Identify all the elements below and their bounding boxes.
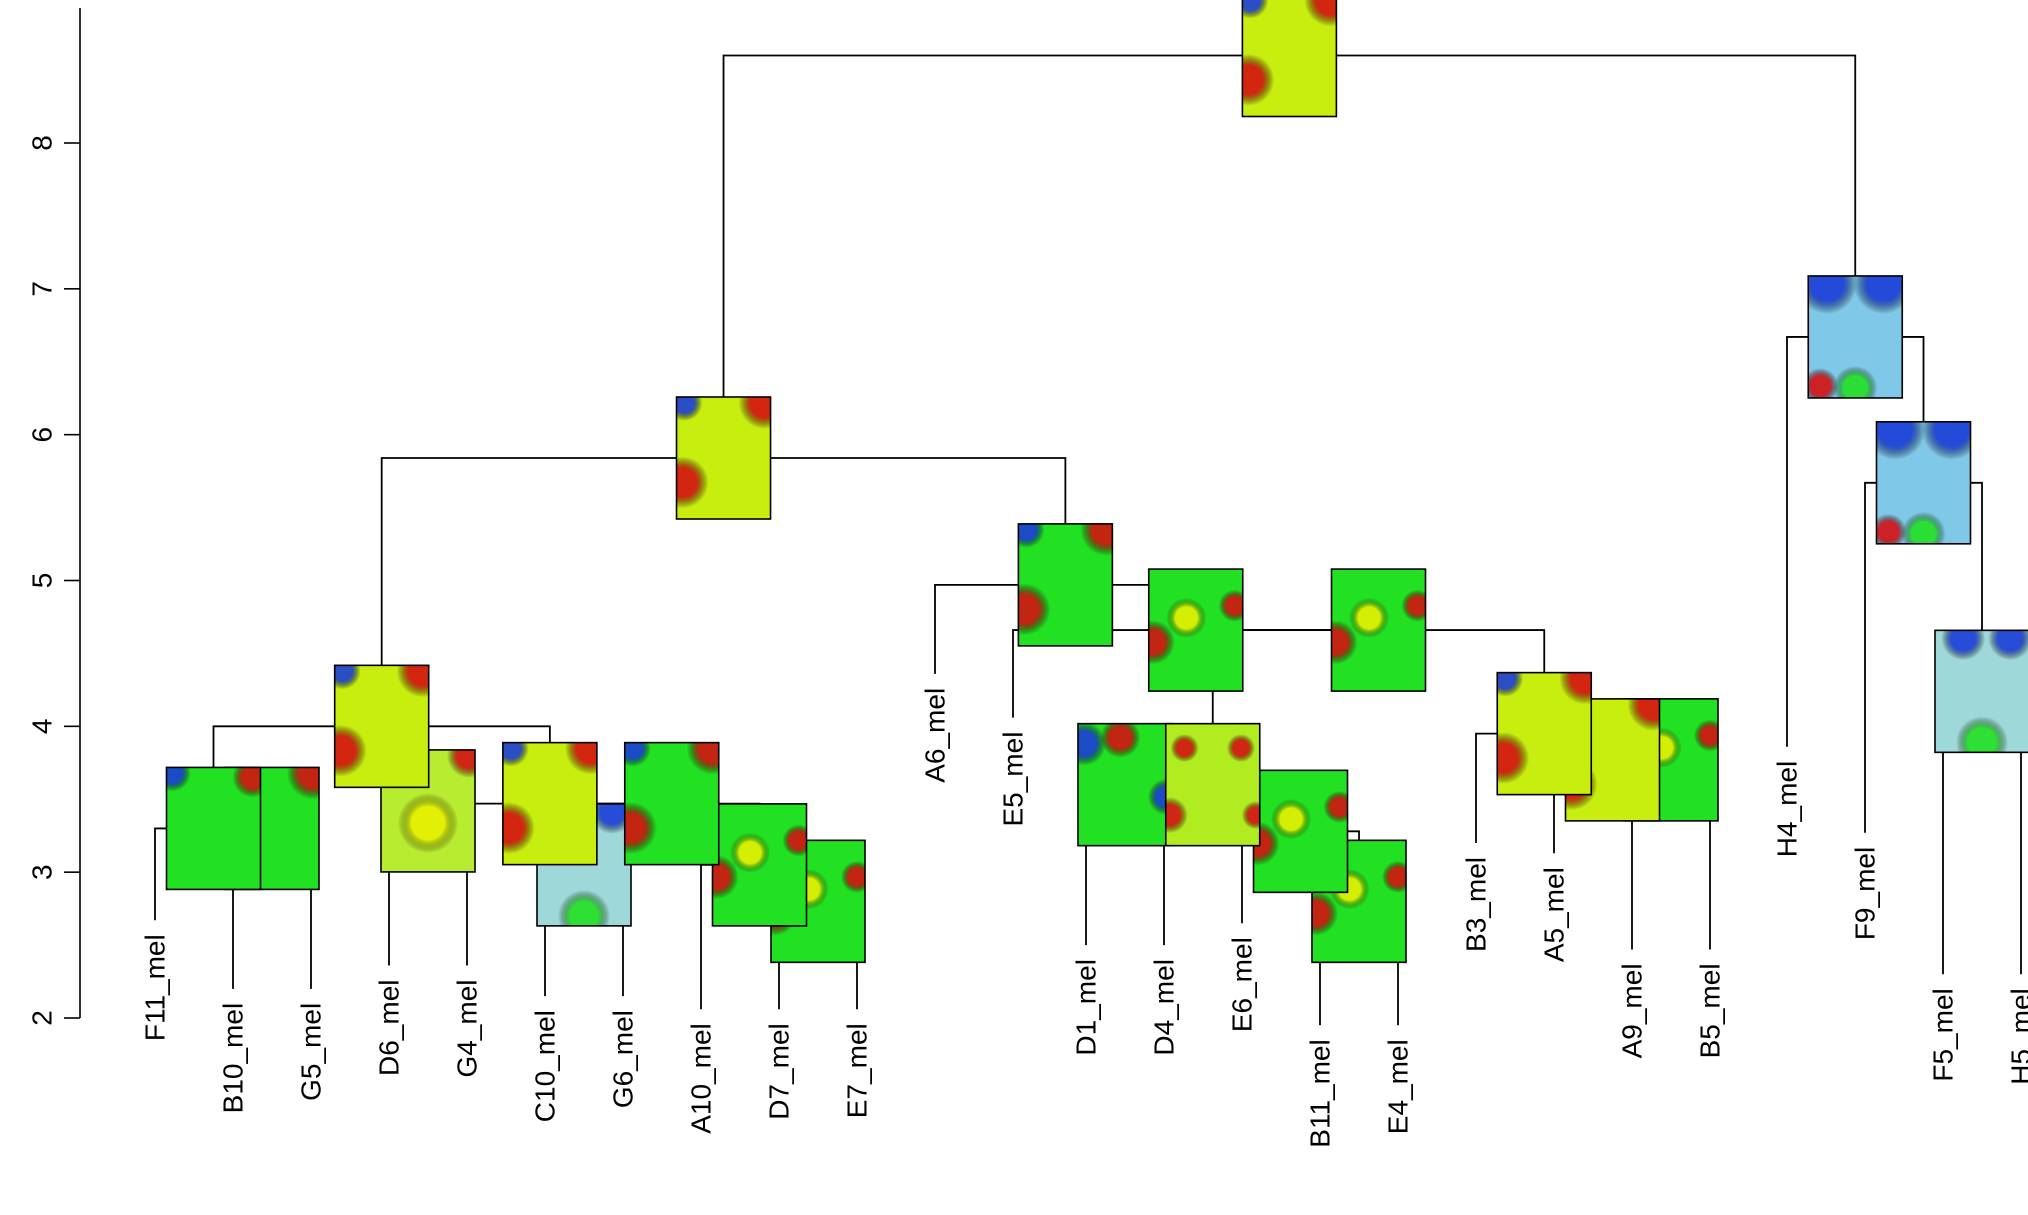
y-axis: 2 3 4 5 6 7 8 — [27, 8, 81, 1026]
leaf-label: D6_mel — [374, 980, 405, 1076]
leaf-label: D7_mel — [764, 1023, 795, 1119]
node-heatmap-n16 — [1477, 653, 1611, 795]
node-heatmap-n21 — [1935, 616, 2028, 768]
leaf-label: G6_mel — [608, 1010, 639, 1108]
y-tick-label: 3 — [27, 864, 58, 880]
y-tick-label: 6 — [27, 427, 58, 443]
heatmap-nodes — [155, 0, 2028, 962]
node-heatmap-n18 — [1131, 569, 1251, 691]
leaf-label: D1_mel — [1071, 959, 1102, 1055]
node-heatmap-n17 — [1314, 569, 1434, 691]
y-tick-label: 7 — [27, 281, 58, 297]
node-heatmap-n2 — [155, 755, 273, 889]
y-tick-label: 8 — [27, 135, 58, 151]
leaf-label: A10_mel — [686, 1023, 717, 1134]
leaf-label: B11_mel — [1305, 1039, 1336, 1147]
leaf-label: G5_mel — [296, 1003, 327, 1101]
leaf-label: A9_mel — [1617, 963, 1648, 1058]
node-heatmap-n23 — [1797, 254, 1913, 410]
y-tick-label: 2 — [27, 1010, 58, 1026]
leaf-label: B10_mel — [218, 1003, 249, 1114]
node-heatmap-n22 — [1865, 400, 1981, 556]
node-heatmap-n24 — [1222, 0, 1356, 117]
y-tick-label: 5 — [27, 573, 58, 589]
leaf-label: G4_mel — [452, 980, 483, 1078]
leaf-label: H5_mel — [2006, 988, 2028, 1084]
leaf-label: E7_mel — [842, 1023, 873, 1118]
leaf-label: B3_mel — [1461, 857, 1492, 952]
node-heatmap-n8 — [483, 723, 617, 865]
node-heatmap-n19 — [998, 504, 1132, 646]
leaf-label: B5_mel — [1695, 963, 1726, 1058]
node-heatmap-n9 — [315, 645, 449, 787]
node-heatmap-n13 — [1152, 724, 1270, 846]
leaf-label: F11_mel — [140, 934, 171, 1041]
leaf-label: F5_mel — [1928, 988, 1959, 1081]
leaf-label: E5_mel — [998, 732, 1029, 827]
leaf-label: E6_mel — [1227, 937, 1258, 1032]
leaf-label: H4_mel — [1772, 761, 1803, 857]
leaf-label: A6_mel — [920, 688, 951, 783]
leaf-label: D4_mel — [1149, 959, 1180, 1055]
leaf-label: A5_mel — [1539, 867, 1570, 962]
leaf-label: E4_mel — [1383, 1039, 1414, 1134]
node-heatmap-n20 — [657, 377, 791, 519]
leaf-label: C10_mel — [530, 1010, 561, 1122]
node-heatmap-n7 — [605, 723, 739, 865]
y-tick-label: 4 — [27, 719, 58, 735]
leaf-label: F9_mel — [1850, 847, 1881, 940]
